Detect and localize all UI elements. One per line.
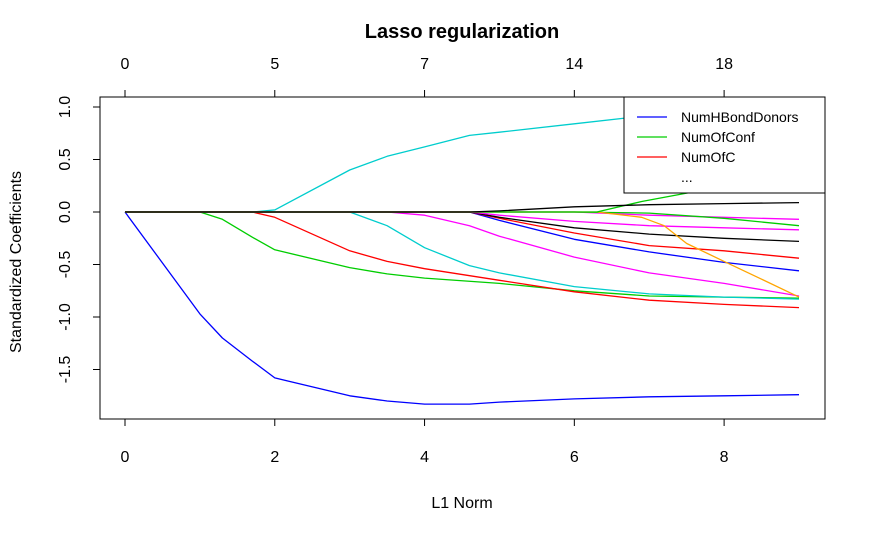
x-tick-label: 8 — [720, 449, 729, 466]
y-tick-label: 0.5 — [57, 148, 74, 170]
legend-label: NumOfConf — [681, 129, 755, 145]
top-tick-label: 14 — [565, 56, 583, 73]
top-tick-label: 7 — [420, 56, 429, 73]
y-tick-label: 1.0 — [57, 96, 74, 118]
bottom-axis: 0 2 4 6 8 — [121, 418, 729, 466]
y-tick-label: -1.5 — [57, 356, 74, 384]
y-tick-label: 0.0 — [57, 201, 74, 223]
x-tick-label: 4 — [420, 449, 429, 466]
series-line-5 — [125, 211, 800, 300]
y-axis-label: Standardized Coefficients — [8, 171, 25, 353]
legend: NumHBondDonors NumOfConf NumOfC... — [623, 96, 826, 194]
legend-label: ... — [681, 169, 693, 185]
y-tick-label: -0.5 — [57, 251, 74, 279]
top-tick-label: 18 — [715, 56, 733, 73]
legend-box — [623, 96, 826, 194]
legend-label: NumHBondDonors — [681, 109, 799, 125]
chart-title: Lasso regularization — [365, 21, 560, 43]
series-line-15 — [125, 201, 800, 213]
legend-label: NumOfC — [681, 149, 735, 165]
y-tick-label: -1.0 — [57, 303, 74, 331]
top-tick-label: 0 — [121, 56, 130, 73]
series-line-4 — [125, 211, 800, 309]
series-line-1 — [124, 211, 800, 405]
x-tick-label: 0 — [121, 449, 130, 466]
left-axis: 1.0 0.5 0.0 -0.5 -1.0 -1.5 — [57, 96, 101, 384]
series-line-6 — [125, 211, 800, 297]
x-axis-label: L1 Norm — [431, 495, 492, 512]
series-line-13 — [125, 211, 800, 298]
top-tick-label: 5 — [270, 56, 279, 73]
x-tick-label: 6 — [570, 449, 579, 466]
x-tick-label: 2 — [270, 449, 279, 466]
series-line-3 — [125, 211, 800, 299]
